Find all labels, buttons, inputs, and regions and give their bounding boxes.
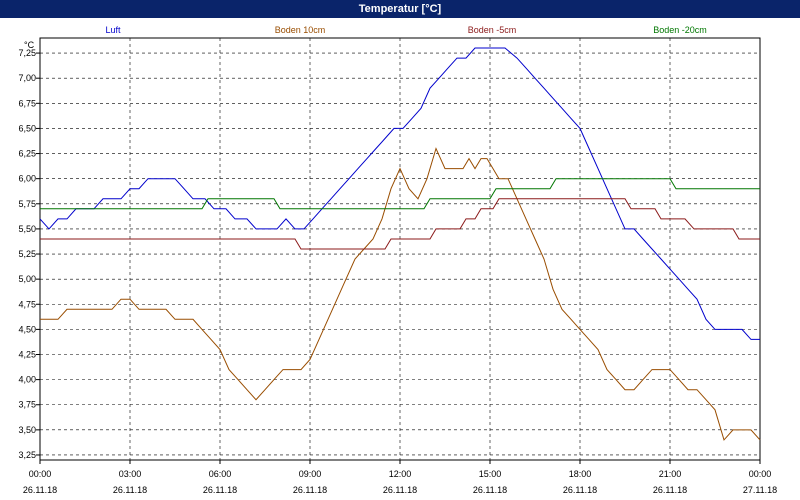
x-tick-label-time: 06:00	[209, 469, 232, 479]
y-tick-label: 5,50	[18, 224, 36, 234]
y-tick-label: 6,00	[18, 174, 36, 184]
y-tick-label: 7,25	[18, 48, 36, 58]
y-tick-label: 3,75	[18, 400, 36, 410]
x-tick-label-date: 26.11.18	[23, 485, 57, 495]
x-tick-label-time: 03:00	[119, 469, 142, 479]
y-tick-label: 4,50	[18, 324, 36, 334]
series-group	[39, 47, 761, 441]
legend-entry: Boden 10cm	[275, 25, 326, 35]
y-axis-label: °C	[24, 40, 35, 50]
series-line-boden-5cm	[40, 198, 760, 250]
x-tick-label-date: 26.11.18	[653, 485, 687, 495]
x-tick-label-date: 26.11.18	[473, 485, 507, 495]
grid	[40, 38, 760, 460]
x-tick-label-date: 26.11.18	[563, 485, 597, 495]
x-tick-label-time: 00:00	[29, 469, 52, 479]
x-tick-label-date: 27.11.18	[743, 485, 777, 495]
y-tick-label: 4,25	[18, 350, 36, 360]
x-tick-label-time: 15:00	[479, 469, 502, 479]
x-tick-label-time: 21:00	[659, 469, 682, 479]
x-tick-label-date: 26.11.18	[113, 485, 147, 495]
chart-title: Temperatur [°C]	[0, 0, 800, 18]
x-tick-label-time: 09:00	[299, 469, 322, 479]
y-tick-label: 3,25	[18, 450, 36, 460]
x-axis: 00:00 26.11.18 03:00 26.11.18 06:00 26.11.18 0…	[23, 460, 777, 495]
series-line-boden-20cm	[40, 178, 760, 210]
y-tick-label: 6,75	[18, 98, 36, 108]
y-tick-label: 3,50	[18, 425, 36, 435]
legend: Luft Boden 10cm Boden -5cm Boden -20cm	[105, 25, 706, 35]
x-tick-label-date: 26.11.18	[293, 485, 327, 495]
legend-entry: Boden -5cm	[468, 25, 517, 35]
x-tick-label-time: 12:00	[389, 469, 412, 479]
x-tick-label-date: 26.11.18	[203, 485, 237, 495]
y-tick-label: 5,75	[18, 199, 36, 209]
y-axis: 3,25 3,50 3,75 4,00 4,25 4,50 4,75 5,00 5,25 5,50…	[18, 48, 40, 460]
x-tick-label-time: 00:00	[749, 469, 772, 479]
y-tick-label: 5,00	[18, 274, 36, 284]
y-tick-label: 6,50	[18, 123, 36, 133]
series-line-luft	[39, 47, 760, 340]
y-tick-label: 5,25	[18, 249, 36, 259]
legend-entry: Boden -20cm	[653, 25, 707, 35]
x-tick-label-time: 18:00	[569, 469, 592, 479]
y-tick-label: 7,00	[18, 73, 36, 83]
series-line-boden-10cm	[40, 147, 761, 441]
legend-entry: Luft	[105, 25, 121, 35]
y-tick-label: 6,25	[18, 149, 36, 159]
y-tick-label: 4,00	[18, 375, 36, 385]
x-tick-label-date: 26.11.18	[383, 485, 417, 495]
y-tick-label: 4,75	[18, 299, 36, 309]
